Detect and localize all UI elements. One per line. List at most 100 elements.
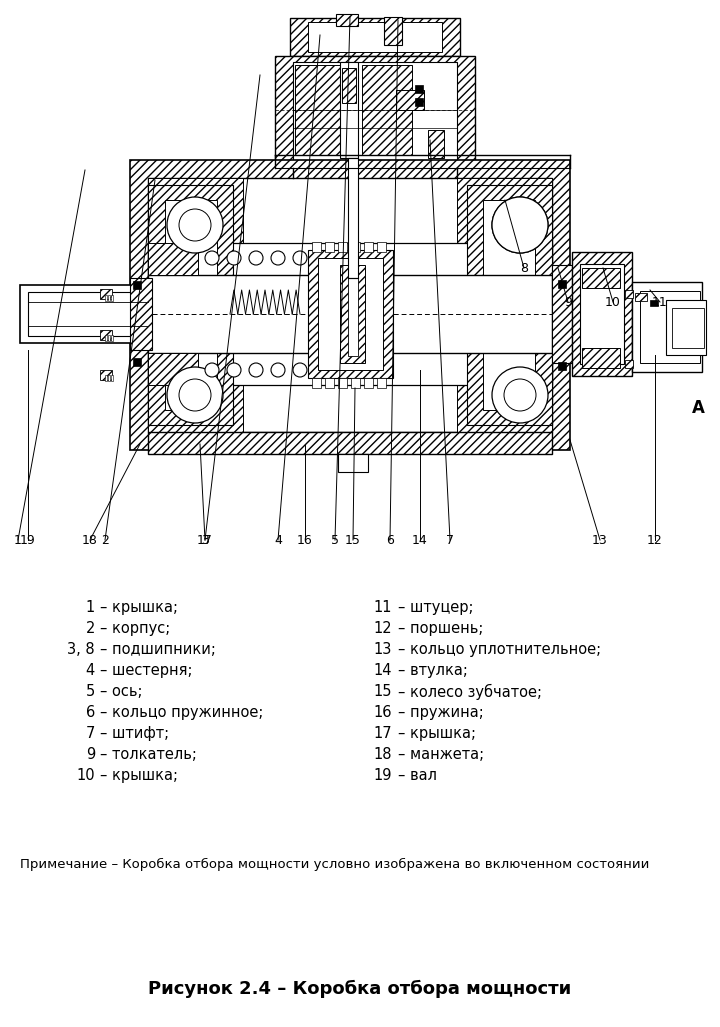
Bar <box>457 367 552 432</box>
Text: 19: 19 <box>374 768 392 783</box>
Bar <box>558 280 566 288</box>
Bar <box>672 308 704 348</box>
Bar <box>148 275 552 353</box>
Text: – толкатель;: – толкатель; <box>100 747 197 762</box>
Text: 1: 1 <box>14 533 22 546</box>
Bar <box>348 272 358 356</box>
Text: – крышка;: – крышка; <box>100 600 178 615</box>
Bar <box>148 432 552 454</box>
Bar <box>148 243 198 275</box>
Bar <box>130 160 570 450</box>
Bar <box>295 65 345 155</box>
Bar <box>275 56 475 168</box>
Text: 2: 2 <box>86 621 95 636</box>
Bar <box>325 378 334 388</box>
Text: 11: 11 <box>374 600 392 615</box>
Text: 5: 5 <box>331 533 339 546</box>
Bar <box>340 62 358 158</box>
Bar <box>133 358 141 366</box>
Text: – подшипники;: – подшипники; <box>100 642 216 657</box>
Text: – манжета;: – манжета; <box>398 747 484 762</box>
Bar <box>148 353 198 385</box>
Text: 18: 18 <box>374 747 392 762</box>
Circle shape <box>179 210 211 241</box>
Circle shape <box>271 251 285 265</box>
Text: – поршень;: – поршень; <box>398 621 483 636</box>
Circle shape <box>504 210 536 241</box>
Bar <box>625 360 633 368</box>
Bar <box>111 375 113 381</box>
Bar <box>558 362 566 370</box>
Text: 13: 13 <box>592 533 608 546</box>
Bar <box>308 22 442 52</box>
Bar <box>625 290 633 298</box>
Bar <box>415 85 423 93</box>
Bar <box>148 367 243 432</box>
Text: 7: 7 <box>86 726 95 741</box>
Circle shape <box>271 363 285 377</box>
Circle shape <box>492 367 548 423</box>
Text: 17: 17 <box>197 533 213 546</box>
Bar <box>572 252 632 376</box>
Bar <box>483 200 535 410</box>
Bar <box>318 258 383 370</box>
Text: 17: 17 <box>374 726 392 741</box>
Bar <box>351 242 360 252</box>
Bar <box>384 17 402 45</box>
Text: – пружина;: – пружина; <box>398 705 484 720</box>
Text: 4: 4 <box>274 533 282 546</box>
Text: 6: 6 <box>386 533 394 546</box>
Bar <box>148 178 552 432</box>
Bar <box>290 18 460 56</box>
Circle shape <box>492 197 548 253</box>
Bar <box>340 265 365 363</box>
Bar <box>148 243 552 385</box>
Bar <box>338 378 347 388</box>
Bar <box>377 242 386 252</box>
Bar <box>312 378 321 388</box>
Bar <box>338 454 368 472</box>
Bar <box>100 370 112 380</box>
Bar <box>111 335 113 341</box>
Bar <box>108 335 110 341</box>
Bar <box>165 200 217 410</box>
Bar <box>338 242 347 252</box>
Text: 2: 2 <box>101 533 109 546</box>
Bar <box>148 178 243 243</box>
Bar <box>133 281 141 289</box>
Text: 10: 10 <box>76 768 95 783</box>
Text: 18: 18 <box>82 533 98 546</box>
Text: 12: 12 <box>647 533 663 546</box>
Text: A: A <box>692 400 704 417</box>
Text: 14: 14 <box>412 533 428 546</box>
Bar <box>351 378 360 388</box>
Text: 3: 3 <box>201 533 209 546</box>
Text: 1: 1 <box>86 600 95 615</box>
Text: 4: 4 <box>86 663 95 678</box>
Bar <box>20 286 150 343</box>
Text: 12: 12 <box>374 621 392 636</box>
Circle shape <box>293 363 307 377</box>
Bar <box>377 378 386 388</box>
Bar <box>342 68 356 103</box>
Bar <box>108 375 110 381</box>
Text: – штифт;: – штифт; <box>100 726 169 741</box>
Bar <box>362 65 412 155</box>
Text: 9: 9 <box>86 747 95 762</box>
Bar <box>364 378 373 388</box>
Text: Примечание – Коробка отбора мощности условно изображена во включенном состоянии: Примечание – Коробка отбора мощности усл… <box>20 858 649 871</box>
Bar <box>635 293 647 301</box>
Bar <box>396 90 424 110</box>
Text: – втулка;: – втулка; <box>398 663 468 678</box>
Text: – кольцо пружинное;: – кольцо пружинное; <box>100 705 264 720</box>
Bar <box>28 292 150 336</box>
Text: 6: 6 <box>86 705 95 720</box>
Text: – штуцер;: – штуцер; <box>398 600 474 615</box>
Bar <box>348 158 358 278</box>
Circle shape <box>504 379 536 411</box>
Circle shape <box>249 251 263 265</box>
Bar <box>552 265 572 363</box>
Bar <box>582 348 620 368</box>
Circle shape <box>492 197 548 253</box>
Bar <box>632 282 702 372</box>
